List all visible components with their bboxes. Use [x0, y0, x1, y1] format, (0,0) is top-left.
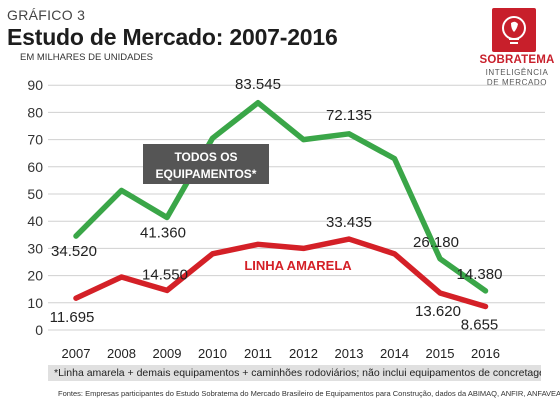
grid-lines [48, 84, 545, 331]
x-axis: 2007 2008 2009 2010 2011 2012 2013 2014 2015 2016 [62, 346, 500, 361]
x-tick-label: 2014 [380, 346, 409, 361]
source-note: Fontes: Empresas participantes do Estudo… [58, 389, 560, 398]
data-label: 34.520 [51, 243, 97, 260]
x-tick-label: 2010 [198, 346, 227, 361]
chart-kicker: GRÁFICO 3 [7, 7, 86, 23]
series-label-all-equipment: TODOS OS EQUIPAMENTOS* [143, 144, 269, 184]
y-tick-label: 10 [27, 295, 43, 311]
data-label: 26.180 [413, 234, 459, 251]
y-tick-label: 20 [27, 268, 43, 284]
y-tick-label: 70 [27, 132, 43, 148]
data-labels: 34.520 41.360 83.545 72.135 26.180 14.380 11.6… [50, 76, 503, 334]
data-label: 8.655 [461, 316, 499, 333]
logo-tagline-1: INTELIGÊNCIA [485, 68, 549, 77]
data-label: 13.620 [415, 303, 461, 320]
y-tick-label: 60 [27, 159, 43, 175]
series-line-all-equipment [73, 100, 489, 294]
x-tick-label: 2011 [244, 346, 272, 361]
series-label-all-line2: EQUIPAMENTOS* [156, 167, 257, 181]
series-label-box [143, 144, 269, 184]
data-label: 11.695 [50, 309, 95, 326]
sobratema-logo: SOBRATEMA INTELIGÊNCIA DE MERCADO [478, 4, 556, 108]
footnote: *Linha amarela + demais equipamentos + c… [48, 365, 541, 381]
y-tick-label: 50 [27, 186, 43, 202]
data-label: 14.550 [142, 266, 188, 283]
logo-tagline-2: DE MERCADO [486, 78, 548, 87]
data-label: 83.545 [235, 76, 281, 93]
y-tick-label: 0 [35, 322, 43, 338]
y-tick-label: 30 [27, 240, 43, 256]
data-label: 41.360 [140, 225, 186, 242]
x-tick-label: 2007 [62, 346, 91, 361]
y-tick-label: 40 [27, 213, 43, 229]
x-tick-label: 2013 [335, 346, 364, 361]
x-tick-label: 2015 [426, 346, 455, 361]
x-tick-label: 2008 [107, 346, 136, 361]
data-label: 14.380 [457, 266, 503, 283]
series-lines [73, 100, 489, 310]
logo-name: SOBRATEMA [479, 54, 555, 66]
series-label-all-line1: TODOS OS [174, 150, 237, 164]
x-tick-label: 2009 [153, 346, 182, 361]
series-line-yellow [73, 236, 489, 310]
y-axis: 0 10 20 30 40 50 60 70 80 90 [27, 77, 43, 338]
chart-subtitle: EM MILHARES DE UNIDADES [20, 52, 154, 63]
chart-title: Estudo de Mercado: 2007-2016 [7, 24, 338, 50]
data-label: 72.135 [326, 107, 372, 124]
x-tick-label: 2012 [289, 346, 318, 361]
logo-emblem-icon [492, 8, 536, 52]
data-label: 33.435 [326, 214, 372, 231]
y-tick-label: 80 [27, 104, 43, 120]
y-tick-label: 90 [27, 77, 43, 93]
series-label-yellow-line: LINHA AMARELA [244, 258, 352, 273]
x-tick-label: 2016 [471, 346, 500, 361]
